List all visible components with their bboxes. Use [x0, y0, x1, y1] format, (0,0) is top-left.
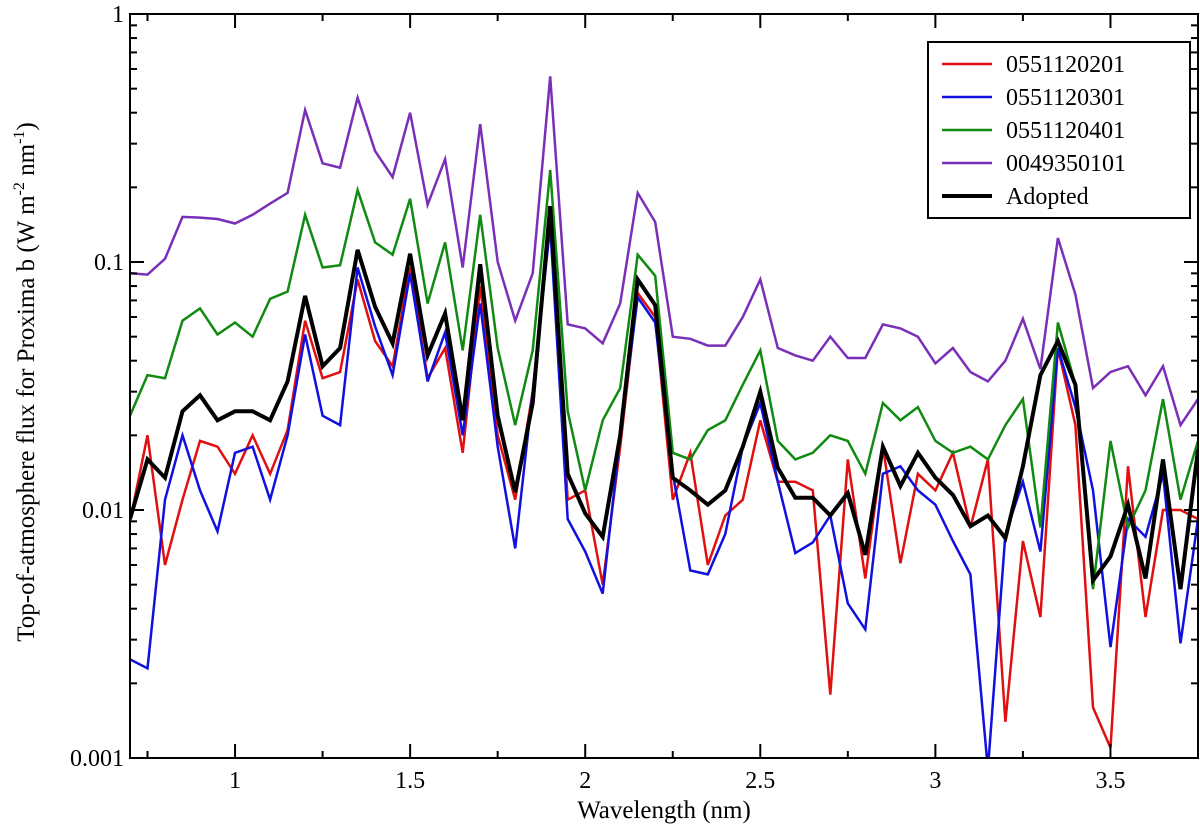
y-tick-label: 1: [112, 2, 124, 28]
series-line-0551120301: [130, 225, 1198, 758]
legend-label: Adopted: [1006, 184, 1089, 210]
y-axis-title-main: Top-of-atmosphere flux for Proxima b (W …: [13, 195, 40, 642]
label-layer: 1 1.5 2 2.5 3 3.5 0.001 0.01 0.1 1: [70, 2, 1125, 794]
y-axis-title-mid: nm: [13, 143, 40, 182]
legend-label: 0551120301: [1006, 85, 1125, 111]
x-tick-label: 3: [929, 768, 941, 794]
legend-label: 0049350101: [1006, 151, 1126, 177]
legend: 0551120201 0551120301 0551120401 0049350101…: [927, 41, 1191, 219]
y-tick-label: 0.001: [70, 746, 124, 772]
x-tick-label: 3.5: [1095, 768, 1125, 794]
x-tick-label: 1: [229, 768, 241, 794]
x-tick-label: 2: [579, 768, 591, 794]
legend-label: 0551120201: [1006, 52, 1125, 78]
y-tick-label: 0.1: [94, 250, 124, 276]
y-axis-title-sup1: -2: [11, 182, 28, 195]
series-line-0551120401: [130, 169, 1198, 590]
y-axis-title: Top-of-atmosphere flux for Proxima b (W …: [11, 122, 40, 641]
tick-layer: [130, 13, 1199, 759]
series-line-0551120201: [130, 218, 1198, 749]
series-line-0049350101: [130, 76, 1198, 428]
x-tick-label: 2.5: [745, 768, 775, 794]
x-tick-label: 1.5: [395, 768, 425, 794]
y-axis-title-end: ): [13, 122, 40, 130]
series-layer: [130, 76, 1198, 758]
x-axis-title: Wavelength (nm): [577, 797, 751, 824]
y-tick-label: 0.01: [82, 498, 124, 524]
y-axis-title-sup2: -1: [11, 131, 28, 144]
series-line-Adopted: [130, 205, 1198, 590]
plot-frame: [129, 13, 1199, 759]
legend-label: 0551120401: [1006, 118, 1125, 144]
